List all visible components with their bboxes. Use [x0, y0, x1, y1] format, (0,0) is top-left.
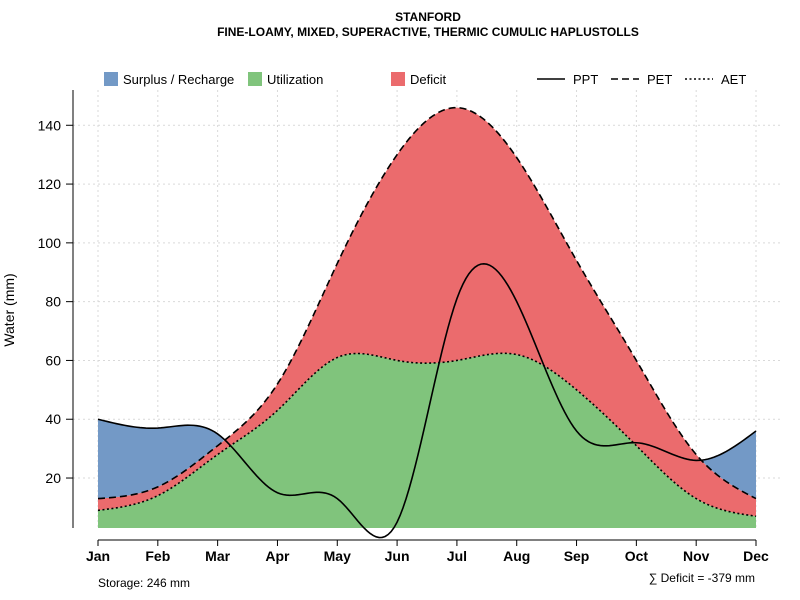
area-fills — [98, 107, 756, 528]
x-tick-label-mar: Mar — [205, 548, 230, 564]
series-line-aet — [97, 352, 757, 518]
legend-swatch-utilization — [248, 72, 262, 86]
x-tick-label-feb: Feb — [145, 548, 170, 564]
utilization-area — [98, 353, 756, 528]
x-tick-label-oct: Oct — [625, 548, 649, 564]
x-tick-label-sep: Sep — [564, 548, 590, 564]
x-tick-label-dec: Dec — [743, 548, 769, 564]
y-tick-label-100: 100 — [38, 235, 62, 251]
deficit-area — [98, 107, 756, 517]
y-tick-label-20: 20 — [45, 470, 61, 486]
legend-label-surplus-recharge: Surplus / Recharge — [123, 72, 234, 87]
deficit-sum-label: ∑ Deficit = -379 mm — [649, 571, 755, 585]
surplus-area-1 — [702, 430, 756, 499]
legend-label-utilization: Utilization — [267, 72, 323, 87]
legend-swatch-surplus-recharge — [104, 72, 118, 86]
x-tick-label-may: May — [324, 548, 351, 564]
y-tick-label-140: 140 — [38, 117, 62, 133]
surplus-area-0 — [98, 419, 224, 499]
x-tick-label-nov: Nov — [683, 548, 710, 564]
legend-label-ppt: PPT — [573, 72, 598, 87]
legend-swatch-deficit — [391, 72, 405, 86]
y-tick-label-60: 60 — [45, 352, 61, 368]
legend-label-pet: PET — [647, 72, 672, 87]
y-tick-label-120: 120 — [38, 176, 62, 192]
legend-label-deficit: Deficit — [410, 72, 447, 87]
x-tick-label-jun: Jun — [385, 548, 410, 564]
legend-label-aet: AET — [721, 72, 746, 87]
axes: 20 40 60 80 100 120 140 Jan Feb Mar Apr May Jun Jul Au… — [38, 90, 769, 564]
series-line-ppt — [97, 262, 757, 539]
storage-label: Storage: 246 mm — [98, 576, 190, 590]
chart-subtitle: FINE-LOAMY, MIXED, SUPERACTIVE, THERMIC … — [217, 25, 639, 39]
y-axis-label: Water (mm) — [1, 273, 17, 346]
title-group: STANFORD FINE-LOAMY, MIXED, SUPERACTIVE,… — [217, 10, 639, 39]
legend: Surplus / Recharge Utilization Deficit PPT P… — [104, 72, 746, 87]
series-line-pet — [97, 106, 757, 500]
chart-title: STANFORD — [395, 10, 461, 24]
x-tick-label-aug: Aug — [503, 548, 530, 564]
series-lines — [97, 106, 757, 539]
x-tick-label-jul: Jul — [447, 548, 467, 564]
x-tick-label-jan: Jan — [86, 548, 110, 564]
y-tick-label-80: 80 — [45, 294, 61, 310]
y-tick-label-40: 40 — [45, 411, 61, 427]
x-tick-label-apr: Apr — [265, 548, 290, 564]
